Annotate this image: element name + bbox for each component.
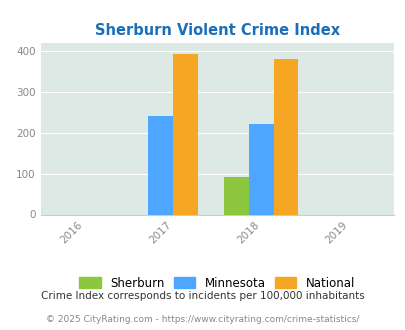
Bar	[148, 116, 173, 214]
Title: Sherburn Violent Crime Index: Sherburn Violent Crime Index	[94, 22, 339, 38]
Legend: Sherburn, Minnesota, National: Sherburn, Minnesota, National	[75, 272, 359, 294]
Text: Crime Index corresponds to incidents per 100,000 inhabitants: Crime Index corresponds to incidents per…	[41, 291, 364, 301]
Bar	[224, 177, 248, 214]
Bar	[273, 59, 298, 214]
Text: © 2025 CityRating.com - https://www.cityrating.com/crime-statistics/: © 2025 CityRating.com - https://www.city…	[46, 315, 359, 324]
Bar	[248, 124, 273, 214]
Bar	[173, 53, 197, 214]
